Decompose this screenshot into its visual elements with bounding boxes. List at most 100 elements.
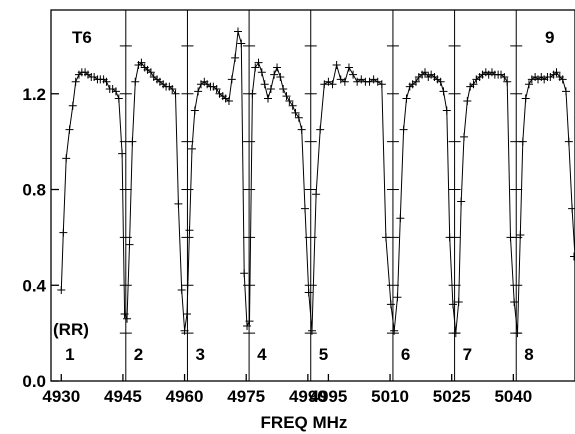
data-point — [243, 321, 252, 330]
data-point — [240, 269, 249, 278]
panel-label-7: 7 — [463, 345, 472, 364]
x-tick-label: 4990 — [289, 387, 327, 406]
x-tick-label: 5040 — [494, 387, 532, 406]
x-tick-label: 4995 — [309, 387, 347, 406]
data-point — [263, 94, 272, 103]
data-point — [570, 252, 575, 261]
data-point — [373, 77, 382, 86]
panel-label-5: 5 — [319, 345, 328, 364]
data-point — [168, 84, 177, 93]
data-point — [439, 87, 448, 96]
data-point — [353, 77, 362, 86]
data-point — [233, 27, 242, 36]
x-tick-label: 4960 — [166, 387, 204, 406]
data-point — [552, 68, 561, 77]
data-point — [120, 309, 129, 318]
data-point — [558, 75, 567, 84]
data-point — [328, 80, 337, 89]
x-tick-label: 5025 — [433, 387, 471, 406]
data-point — [411, 77, 420, 86]
panel-dividers — [119, 10, 523, 382]
data-point — [125, 240, 134, 249]
data-point — [324, 77, 333, 86]
data-point — [561, 87, 570, 96]
data-point — [212, 84, 221, 93]
data-point — [393, 293, 402, 302]
data-point — [377, 80, 386, 89]
data-point — [62, 154, 71, 163]
data-point — [282, 92, 291, 101]
panel-label-2: 2 — [134, 345, 143, 364]
data-point — [365, 77, 374, 86]
data-point — [194, 87, 203, 96]
x-tick-label: 4930 — [42, 387, 80, 406]
data-point — [251, 63, 260, 72]
data-point — [420, 68, 429, 77]
data-point — [521, 94, 530, 103]
x-tick-label: 5010 — [371, 387, 409, 406]
data-point — [288, 101, 297, 110]
data-point — [336, 75, 345, 84]
data-point — [171, 89, 180, 98]
data-point — [340, 77, 349, 86]
data-point — [294, 113, 303, 122]
panel-labels: 1 2 3 4 5 6 7 8 — [65, 345, 534, 364]
data-point — [369, 75, 378, 84]
data-point — [316, 125, 325, 134]
data-point — [469, 80, 478, 89]
data-point — [224, 96, 233, 105]
y-tick-label: 0.4 — [22, 276, 46, 295]
data-point — [448, 300, 457, 309]
data-point — [102, 77, 111, 86]
data-point — [185, 226, 194, 235]
data-point — [131, 77, 140, 86]
data-point — [436, 77, 445, 86]
panel-label-6: 6 — [401, 345, 410, 364]
panel-label-4: 4 — [257, 345, 267, 364]
panel-label-3: 3 — [195, 345, 204, 364]
data-point — [386, 300, 395, 309]
x-tick-label: 4945 — [104, 387, 142, 406]
data-point — [123, 314, 132, 323]
corner-label-right: 9 — [545, 28, 554, 47]
x-tick-label: 4975 — [227, 387, 265, 406]
data-point — [254, 58, 263, 67]
data-point — [399, 125, 408, 134]
data-point — [57, 286, 66, 295]
data-point — [266, 84, 275, 93]
data-point — [564, 137, 573, 146]
data-point — [59, 228, 68, 237]
data-point — [231, 53, 240, 62]
data-point — [146, 68, 155, 77]
data-point — [332, 61, 341, 70]
data-point — [503, 77, 512, 86]
data-point — [463, 96, 472, 105]
data-point — [68, 101, 77, 110]
data-point — [190, 106, 199, 115]
data-point — [270, 70, 279, 79]
data-point — [297, 125, 306, 134]
data-point — [71, 77, 80, 86]
data-point — [273, 63, 282, 72]
data-point — [344, 63, 353, 72]
plot-frame — [50, 9, 575, 382]
panel-label-1: 1 — [65, 345, 74, 364]
data-point — [65, 125, 74, 134]
data-point — [510, 298, 519, 307]
chart-marks — [57, 27, 575, 338]
data-point — [187, 144, 196, 153]
data-point — [442, 106, 451, 115]
data-point — [177, 286, 186, 295]
data-point — [137, 58, 146, 67]
data-point — [300, 204, 309, 213]
data-point — [320, 80, 329, 89]
polarization-label: (RR) — [53, 320, 89, 339]
data-point — [114, 94, 123, 103]
corner-label-left: T6 — [72, 28, 92, 47]
x-axis-label: FREQ MHz — [261, 413, 348, 432]
y-tick-label: 0.0 — [22, 372, 46, 391]
data-point — [291, 108, 300, 117]
panel-label-8: 8 — [524, 345, 533, 364]
